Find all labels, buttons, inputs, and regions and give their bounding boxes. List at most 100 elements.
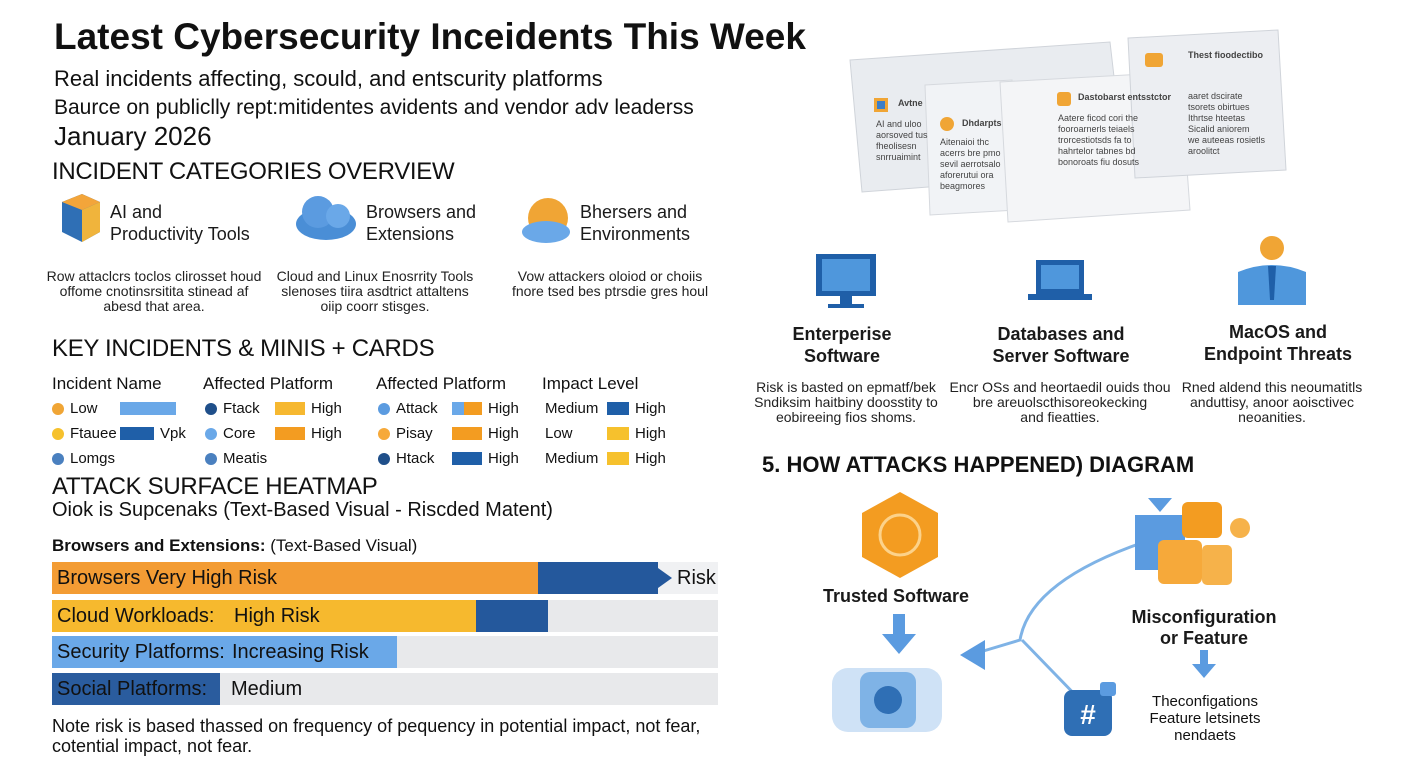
cell-label: Ftauee [70,425,117,442]
chip-label: High [488,400,519,417]
cell: Meatis [205,450,267,467]
down-arrow [882,614,916,654]
diagram-node: Theconfigations Feature letsinets nendaets [1150,693,1261,744]
dot [52,452,64,465]
date: January 2026 [54,121,212,151]
segment [52,562,538,594]
line: snrruaimint [876,152,921,162]
line: Encr OSs and heortaedil ouids thou [949,379,1171,395]
cell: Ftack High [205,400,342,417]
line: Browsers and [366,202,477,222]
segment [538,562,658,594]
line: acerrs bre pmo [940,148,1001,158]
line: aorsoved tus [876,130,928,140]
document-stack [849,29,1287,223]
line: Misconfiguration [1131,607,1277,627]
cell: Lomgs [52,450,115,467]
line: Sndiksim haitbiny doosstity to [754,394,938,410]
segment [52,600,476,632]
line: eobireeing fios shoms. [775,409,917,425]
line: AI and [110,202,163,222]
line: hahrtelor tabnes bd [1058,146,1136,156]
doc-title: Dhdarpts [962,118,1002,128]
line: offome cnotinsrsitita stinead af [59,283,249,299]
heatmap-subtitle: Oiok is Supcenaks (Text-Based Visual - R… [52,499,553,521]
line: fooroarnerls teiaels [1058,124,1135,134]
line: bre areuolscthisoreokecking [972,394,1148,410]
dot [378,427,390,440]
dot [205,427,217,440]
cell-label: Ftack [223,400,260,417]
category-title: Bhersers and Environments [580,201,690,245]
cell-label: Htack [396,450,435,467]
cell: Low [52,400,176,417]
subtitle: Real incidents affecting, scould, and en… [54,66,603,91]
segment [52,673,220,705]
cell: Htack High [378,450,519,467]
chip [607,427,629,440]
line: Software [803,346,881,366]
cell-label: Low [70,400,98,417]
dot [205,402,217,415]
cell: Low High [545,425,666,442]
bar-end: Risk [677,567,716,589]
line: we auteeas rosietls [1188,135,1266,145]
heat-bar: Cloud Workloads: High Risk [52,600,718,632]
doc-card: Dhdarpts Aitenaioi thc acerrs bre pmo sevil… [940,118,1002,192]
doc-title: Dastobarst entsstctor [1078,92,1172,102]
line: Feature letsinets [1149,710,1261,727]
heat-bar: Browsers Very High Risk Risk [52,562,718,594]
line: Note risk is based thassed on frequency … [52,716,701,736]
cloud-sun-icon [522,198,570,243]
label: Browsers and Extensions: [52,536,266,555]
line: bonoroats fiu dosuts [1058,157,1140,167]
line: MacOS and [1228,322,1328,342]
column-header: Affected Platform [376,374,507,393]
line: Databases and [997,324,1125,344]
line: cotential impact, not fear. [52,736,253,756]
note: Note risk is based thassed on frequency … [52,716,700,756]
cell: Pisay High [378,425,519,442]
label-note: (Text-Based Visual) [270,536,418,555]
line: aroolitct [1188,146,1220,156]
line: anduttisy, anoor aoisctivec [1190,394,1354,410]
category-desc: Row attaclcrs toclos clirosset houd offom… [47,269,262,314]
category-title: AI and Productivity Tools [110,201,250,245]
line: oiip coorr stisges. [320,298,430,314]
line: Endpoint Threats [1204,344,1352,364]
dot [378,402,390,415]
line: trorcestiotsds fa to [1058,135,1132,145]
segment [52,636,397,668]
cell: Attack High [378,400,519,417]
line: Extensions [366,224,455,244]
heat-bar: Security Platforms: Increasing Risk [52,636,718,668]
doc-lines: AI and uloo aorsoved tus fheolisesn snrruai… [876,119,928,163]
chip [275,402,305,415]
chip [607,452,629,465]
column-header: Impact Level [542,374,639,393]
segment [476,600,548,632]
line: abesd that area. [103,298,205,314]
line: aforerutui ora [940,170,994,180]
doc-title: Avtne [898,98,923,108]
chip-label: High [488,450,519,467]
chip-label: High [635,400,666,417]
line: sevil aerrotsalo [940,159,1001,169]
category-desc: Cloud and Linux Enosrrity Tools slenoses … [277,269,474,314]
doc-card: Dastobarst entsstctor Aatere ficod cori t… [1058,92,1172,168]
hash-icon: # [1064,682,1116,736]
line: Theconfigations [1152,693,1258,710]
cell-label: Medium [545,450,599,467]
line: Vow attackers oloiod or choiis [517,268,703,284]
cell-label: Attack [396,400,438,417]
source: Baurce on publiclly rept:mitidentes avid… [54,96,694,119]
cell: Medium High [545,450,666,467]
platform-desc: Risk is basted on epmatf/bek Sndiksim hai… [754,380,938,425]
line: Row attaclcrs toclos clirosset houd [46,268,262,284]
diagram-node: Trusted Software [823,585,969,607]
line: Server Software [992,346,1130,366]
platform-desc: Rned aldend this neoumatitls anduttisy, a… [1182,380,1363,425]
doc-card: Thest fioodectibo aaret dscirate tsorets o… [1188,50,1265,157]
bar-level: High Risk [234,605,320,627]
